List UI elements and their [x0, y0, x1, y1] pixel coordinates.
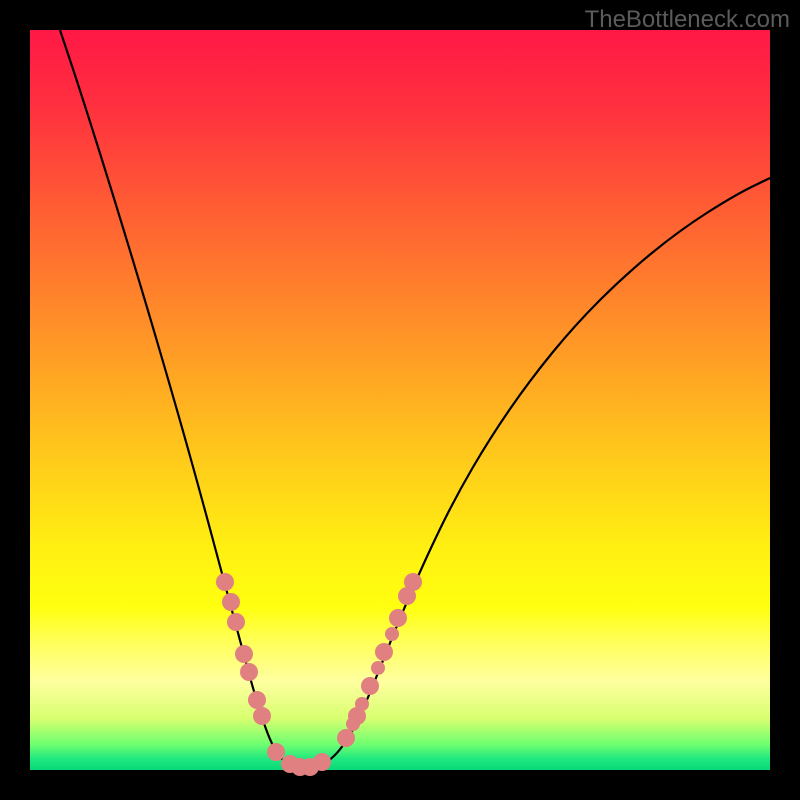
data-marker	[346, 717, 360, 731]
data-marker	[267, 743, 285, 761]
data-marker	[337, 729, 355, 747]
data-marker	[355, 697, 369, 711]
chart-container: { "watermark": { "text": "TheBottleneck.…	[0, 0, 800, 800]
plot-background	[30, 30, 770, 770]
data-marker	[235, 645, 253, 663]
data-marker	[404, 573, 422, 591]
watermark-text: TheBottleneck.com	[585, 6, 790, 34]
data-marker	[371, 661, 385, 675]
data-marker	[216, 573, 234, 591]
bottleneck-chart	[0, 0, 800, 800]
data-marker	[248, 691, 266, 709]
data-marker	[385, 627, 399, 641]
data-marker	[253, 707, 271, 725]
data-marker	[389, 609, 407, 627]
data-marker	[227, 613, 245, 631]
data-marker	[240, 663, 258, 681]
data-marker	[361, 677, 379, 695]
data-marker	[222, 593, 240, 611]
data-marker	[313, 753, 331, 771]
data-marker	[375, 643, 393, 661]
